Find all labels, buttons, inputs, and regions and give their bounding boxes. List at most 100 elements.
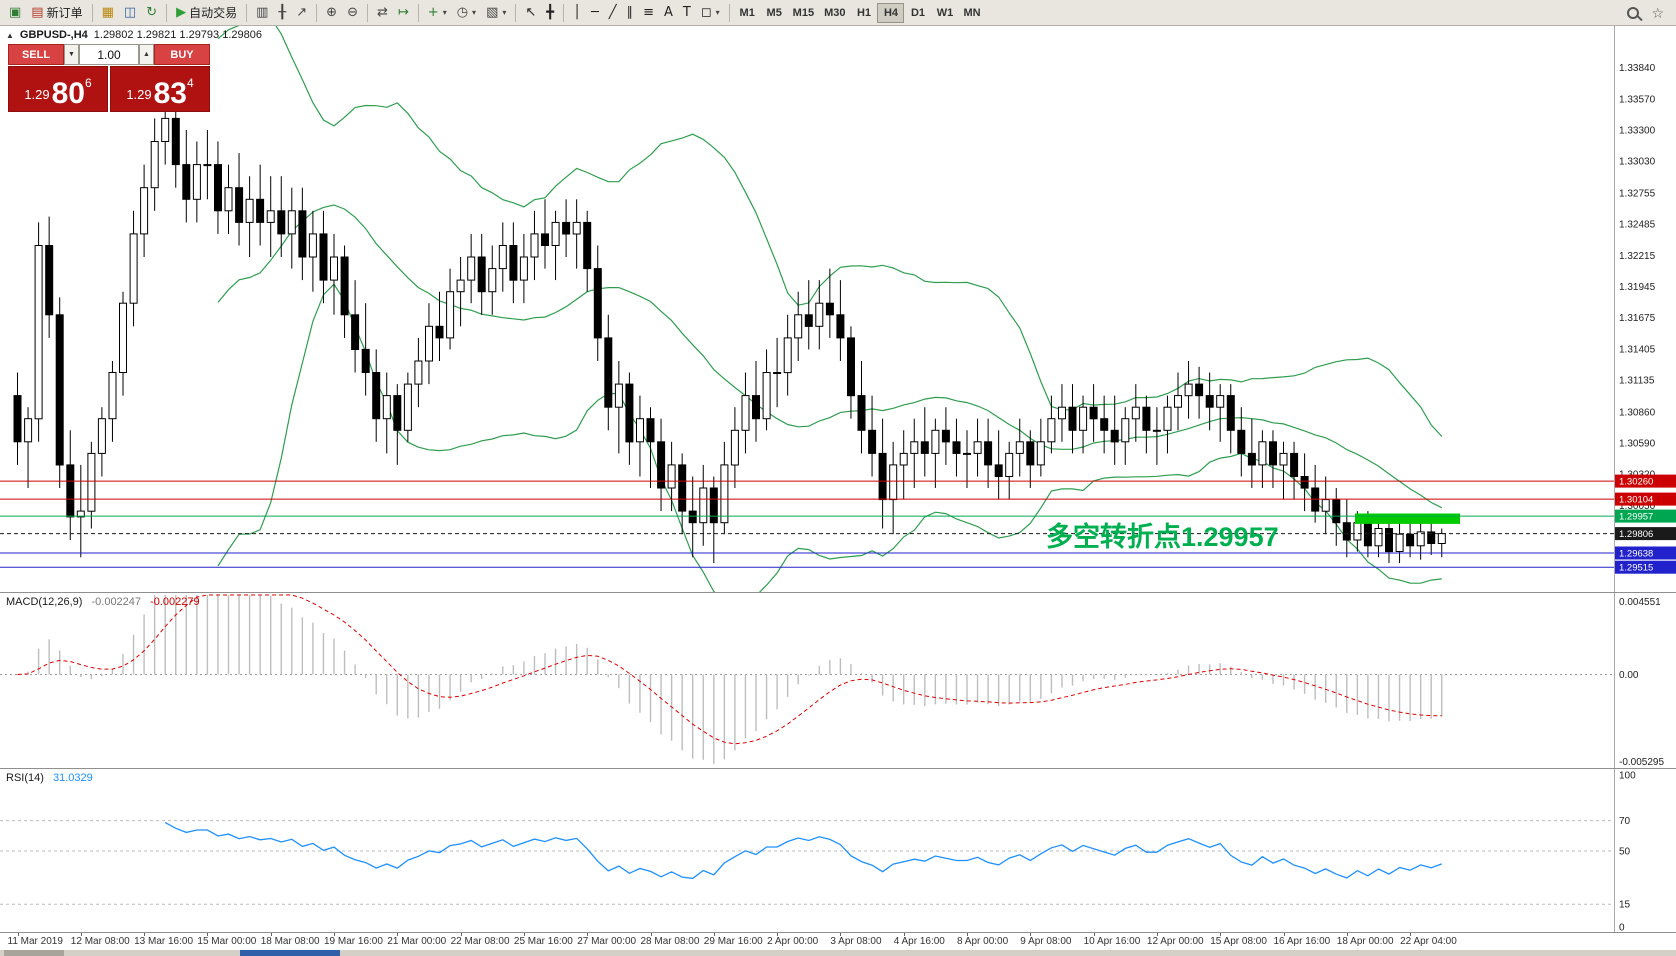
- cursor-icon[interactable]: ↖: [520, 2, 541, 24]
- rsi-scale-label: 15: [1619, 900, 1631, 911]
- autotrading-button-label: 自动交易: [189, 6, 238, 20]
- text-icon[interactable]: A: [659, 2, 678, 24]
- auto-scroll-icon[interactable]: ⇄: [372, 2, 393, 24]
- macd-panel[interactable]: 0.004551 0.00 -0.005295: [0, 592, 1676, 768]
- label-icon: T: [682, 5, 691, 20]
- timeframe-m15[interactable]: M15: [788, 3, 819, 23]
- toolbar-separator: [563, 3, 565, 22]
- refresh-icon[interactable]: ↻: [141, 2, 162, 24]
- time-label: 4 Apr 16:00: [893, 936, 945, 947]
- bollinger-middle-band: [217, 204, 1443, 509]
- toolbar-separator: [728, 3, 730, 22]
- timeframe-m1[interactable]: M1: [734, 3, 761, 23]
- time-label: 18 Mar 08:00: [260, 936, 320, 947]
- favorites-icon[interactable]: ☆: [1651, 4, 1664, 21]
- chart-shift-icon[interactable]: ↦: [393, 2, 414, 24]
- bar-chart-icon[interactable]: ▥: [251, 2, 273, 24]
- buy-button[interactable]: BUY: [154, 44, 210, 65]
- macd-indicator-label: MACD(12,26,9) -0.002247 -0.002279: [6, 596, 200, 608]
- new-chart-icon[interactable]: ▦: [97, 2, 119, 24]
- one-click-trading-panel: SELL ▼ ▲ BUY 1.29 80 6 1.29 83 4: [8, 44, 210, 112]
- toolbar-separator: [515, 3, 517, 22]
- toolbar-separator: [366, 3, 368, 22]
- timeframe-w1[interactable]: W1: [931, 3, 958, 23]
- main-chart[interactable]: 1.33840 1.33570 1.33300 1.33030 1.32755 1.324…: [0, 26, 1676, 592]
- timeframe-mn[interactable]: MN: [958, 3, 985, 23]
- periods-icon[interactable]: ◷ ▾: [452, 2, 481, 24]
- templates-icon[interactable]: ▧ ▾: [481, 2, 511, 24]
- price-tag: [1615, 546, 1676, 560]
- timeframe-d1[interactable]: D1: [904, 3, 931, 23]
- volume-up-button[interactable]: ▲: [139, 44, 154, 65]
- time-tick: [713, 933, 715, 936]
- volume-down-button[interactable]: ▼: [64, 44, 79, 65]
- candlestick-icon[interactable]: ╂: [273, 2, 291, 24]
- time-label: 29 Mar 16:00: [703, 936, 763, 947]
- svg-text:1.30590: 1.30590: [1619, 438, 1656, 449]
- time-label: 10 Apr 16:00: [1083, 936, 1141, 947]
- price-tag: [1615, 509, 1676, 523]
- rsi-indicator-label: RSI(14) 31.0329: [6, 772, 93, 784]
- time-label: 25 Mar 16:00: [513, 936, 573, 947]
- time-label: 15 Apr 08:00: [1210, 936, 1267, 947]
- price-tag: [1615, 492, 1676, 506]
- svg-text:1.32485: 1.32485: [1619, 220, 1656, 231]
- dropdown-caret-icon: ▾: [472, 8, 477, 17]
- rsi-panel[interactable]: 100 70 50 15 0: [0, 768, 1676, 932]
- buy-price-button[interactable]: 1.29 83 4: [110, 66, 210, 112]
- time-tick: [1283, 933, 1285, 936]
- profiles-icon[interactable]: ◫: [119, 2, 141, 24]
- fibonacci-icon: ≡: [643, 5, 654, 20]
- collapse-panel-icon[interactable]: ▲: [6, 30, 14, 40]
- svg-text:1.31405: 1.31405: [1619, 344, 1656, 355]
- dropdown-caret-icon: ▾: [715, 8, 720, 17]
- taskbar-segment: [4, 950, 64, 956]
- indicators-icon[interactable]: + ▾: [423, 2, 452, 24]
- time-tick: [207, 933, 209, 936]
- shapes-icon[interactable]: ◻ ▾: [696, 2, 725, 24]
- search-icon[interactable]: [1627, 6, 1640, 19]
- timeframe-m5[interactable]: M5: [761, 3, 788, 23]
- sell-button[interactable]: SELL: [8, 44, 64, 65]
- macd-signal-line: [17, 594, 1442, 745]
- sell-price-button[interactable]: 1.29 80 6: [8, 66, 108, 112]
- zoom-out-icon[interactable]: ⊖: [342, 2, 363, 24]
- svg-text:1.31945: 1.31945: [1619, 282, 1656, 293]
- label-icon[interactable]: T: [678, 2, 696, 24]
- svg-text:1.33840: 1.33840: [1619, 63, 1656, 74]
- time-tick: [397, 933, 399, 936]
- candlestick-icon: ╂: [278, 5, 287, 20]
- time-tick: [1030, 933, 1032, 936]
- vertical-line-icon[interactable]: │: [568, 2, 586, 24]
- chart-window[interactable]: 1.33840 1.33570 1.33300 1.33030 1.32755 1.324…: [0, 26, 1676, 956]
- time-tick: [1156, 933, 1158, 936]
- new-order-button-label: 新订单: [46, 6, 83, 20]
- line-chart-icon[interactable]: ↗: [291, 2, 312, 24]
- time-label: 9 Apr 08:00: [1020, 936, 1072, 947]
- channel-icon[interactable]: ∥: [622, 2, 639, 24]
- autotrading-button[interactable]: ▶ 自动交易: [171, 2, 242, 24]
- svg-text:1.31135: 1.31135: [1619, 376, 1655, 387]
- trendline-icon: ╱: [608, 5, 617, 20]
- annotation-text[interactable]: 多空转折点1.29957: [1046, 521, 1279, 552]
- crosshair-icon[interactable]: ╋: [541, 2, 559, 24]
- highlight-rectangle[interactable]: [1355, 513, 1460, 524]
- timeframe-h1[interactable]: H1: [850, 3, 877, 23]
- app-icon-button[interactable]: ▣: [4, 2, 26, 24]
- time-tick: [523, 933, 525, 936]
- volume-input[interactable]: [79, 44, 139, 65]
- trendline-icon[interactable]: ╱: [604, 2, 622, 24]
- fibonacci-icon[interactable]: ≡: [638, 2, 659, 24]
- rsi-scale-label: 0: [1619, 923, 1625, 933]
- rsi-value: 31.0329: [52, 772, 93, 784]
- taskbar-active-segment[interactable]: [240, 950, 340, 956]
- buy-price-sup: 4: [187, 76, 194, 90]
- sell-price-prefix: 1.29: [24, 87, 50, 102]
- horizontal-line-icon[interactable]: ─: [586, 2, 604, 24]
- time-tick: [1220, 933, 1222, 936]
- timeframe-m30[interactable]: M30: [819, 3, 850, 23]
- timeframe-h4[interactable]: H4: [877, 2, 905, 23]
- new-order-button[interactable]: ▤ 新订单: [26, 2, 87, 24]
- zoom-in-icon[interactable]: ⊕: [321, 2, 342, 24]
- svg-text:1.32215: 1.32215: [1619, 251, 1656, 262]
